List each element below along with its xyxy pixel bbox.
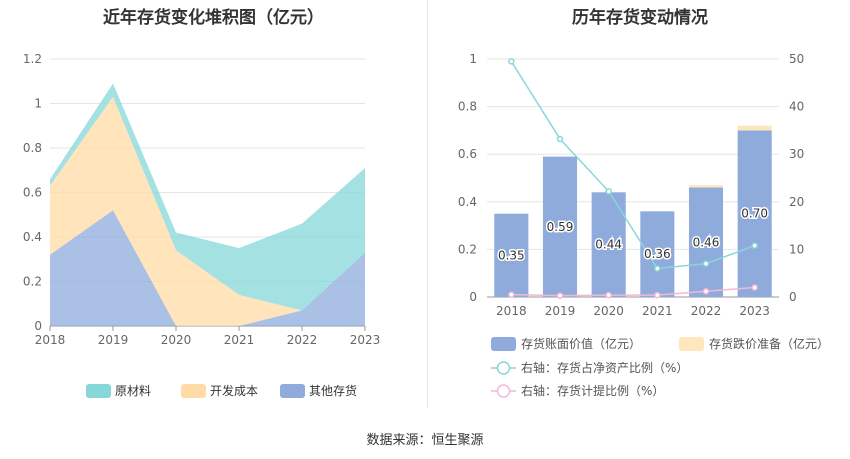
x-tick-label: 2022 (287, 333, 318, 347)
y2-tick-label: 10 (789, 242, 804, 256)
line-point (702, 260, 710, 267)
legend-label: 其他存货 (309, 383, 357, 398)
bar-value-label: 0.46 (693, 235, 720, 249)
area-1 (50, 96, 365, 326)
x-tick-label: 2023 (350, 333, 381, 347)
y-tick-label: 0.4 (458, 195, 477, 209)
legend-swatch (679, 337, 704, 351)
line-point (751, 242, 758, 249)
bar-value-label: 0.70 (741, 207, 768, 221)
y2-tick-label: 20 (789, 195, 804, 209)
x-tick-label: 2021 (642, 304, 673, 318)
legend-swatch (86, 384, 111, 398)
legend-label: 原材料 (115, 384, 151, 398)
line-point (654, 265, 661, 272)
legend-item: 存货账面价值（亿元） (491, 336, 641, 351)
legend-swatch-marker (496, 361, 511, 375)
y2-tick-label: 30 (789, 147, 804, 161)
legend-item: 右轴：存货计提比例（%） (491, 383, 664, 398)
legend-swatch (280, 384, 305, 398)
area-2 (50, 83, 365, 311)
bar-book-value (688, 187, 724, 297)
line-point (702, 288, 710, 295)
y-tick-label: 0.2 (23, 275, 42, 289)
bar-book-value (737, 130, 772, 297)
bar-value-label: 0.44 (595, 238, 622, 252)
line-net-asset-ratio (510, 61, 755, 270)
y2-tick-label: 0 (789, 290, 797, 304)
bar-impairment (688, 185, 724, 188)
bar-book-value (640, 211, 675, 297)
x-tick-label: 2018 (496, 304, 527, 318)
x-tick-label: 2022 (691, 304, 722, 318)
bar-book-value (494, 213, 529, 297)
y-tick-label: 0.6 (458, 147, 477, 161)
left-chart-title: 近年存货变化堆积图（亿元） (103, 8, 324, 28)
legend-item: 存货跌价准备（亿元） (679, 336, 829, 351)
y-tick-label: 0.6 (23, 186, 42, 200)
legend-swatch (491, 337, 516, 351)
bar-value-label: 0.59 (547, 220, 574, 234)
bar-book-value (542, 156, 578, 297)
bar-value-label: 0.35 (498, 248, 525, 262)
y-tick-label: 0 (34, 319, 42, 333)
x-tick-label: 2019 (98, 333, 129, 347)
line-point (654, 291, 661, 299)
y-tick-label: 0.2 (458, 242, 477, 256)
line-point (508, 291, 515, 298)
y-tick-label: 0.4 (23, 230, 42, 244)
x-tick-label: 2020 (161, 333, 192, 347)
bar-impairment (737, 125, 772, 131)
y2-tick-label: 50 (789, 52, 804, 66)
legend-item: 其他存货 (280, 383, 357, 398)
bar-value-label: 0.36 (644, 247, 671, 261)
legend-label: 存货跌价准备（亿元） (709, 336, 829, 351)
y-tick-label: 0.8 (23, 141, 42, 155)
y-tick-label: 1.2 (23, 52, 42, 66)
line-provision-ratio (511, 286, 755, 297)
legend-item: 开发成本 (181, 383, 258, 398)
legend-item: 原材料 (86, 384, 151, 398)
x-tick-label: 2018 (35, 333, 66, 347)
y-tick-label: 1 (469, 52, 477, 66)
y-tick-label: 0 (469, 290, 477, 304)
line-point (556, 292, 564, 299)
x-tick-label: 2021 (224, 333, 255, 347)
y-tick-label: 0.8 (458, 100, 477, 114)
chart-divider (427, 0, 428, 408)
legend-label: 右轴：存货占净资产比例（%） (521, 360, 688, 375)
line-point (508, 58, 515, 65)
data-source: 数据来源：恒生聚源 (366, 433, 484, 448)
stacked-area-chart: 0 0.2 0.4 0.6 0.8 1 1.2 2018 2019 2020 2021 2022 202… (23, 52, 381, 398)
legend-item: 右轴：存货占净资产比例（%） (491, 360, 688, 375)
legend-swatch-marker (496, 384, 511, 398)
line-point (751, 284, 758, 291)
x-tick-label: 2019 (545, 304, 576, 318)
legend-swatch (181, 384, 206, 398)
right-chart-title: 历年存货变动情况 (572, 8, 708, 28)
legend-label: 存货账面价值（亿元） (521, 336, 641, 351)
line-point (605, 188, 612, 195)
line-point (605, 291, 612, 299)
legend-label: 右轴：存货计提比例（%） (521, 383, 664, 398)
x-tick-label: 2020 (593, 304, 624, 318)
y2-tick-label: 40 (789, 100, 804, 114)
y-tick-label: 1 (34, 97, 42, 111)
line-point (556, 135, 564, 143)
x-tick-label: 2023 (739, 304, 770, 318)
legend-label: 开发成本 (210, 383, 258, 398)
